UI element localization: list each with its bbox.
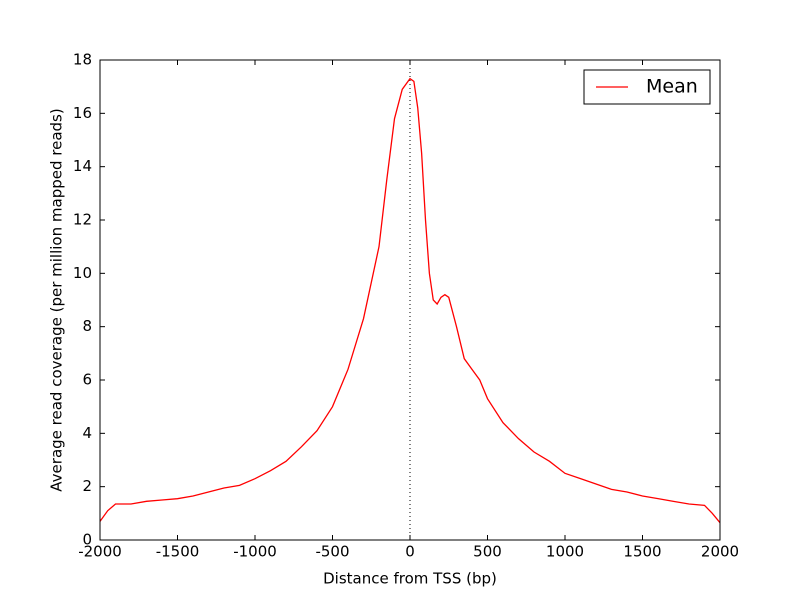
y-tick-label: 18 bbox=[73, 51, 92, 69]
y-tick-label: 10 bbox=[73, 264, 92, 282]
legend-label: Mean bbox=[646, 76, 698, 98]
y-tick-label: 14 bbox=[73, 157, 92, 175]
y-tick-label: 2 bbox=[82, 477, 92, 495]
x-tick-label: -500 bbox=[315, 543, 349, 561]
x-tick-label: 0 bbox=[405, 543, 415, 561]
y-tick-label: 12 bbox=[73, 211, 92, 229]
x-tick-label: -2000 bbox=[78, 543, 122, 561]
x-tick-label: 1000 bbox=[546, 543, 584, 561]
x-tick-label: -1500 bbox=[156, 543, 200, 561]
x-tick-label: 500 bbox=[473, 543, 502, 561]
x-tick-label: -1000 bbox=[233, 543, 277, 561]
y-tick-label: 8 bbox=[82, 317, 92, 335]
y-tick-label: 16 bbox=[73, 104, 92, 122]
x-tick-label: 2000 bbox=[701, 543, 739, 561]
y-tick-label: 0 bbox=[82, 531, 92, 549]
x-tick-label: 1500 bbox=[623, 543, 661, 561]
plot-frame bbox=[99, 59, 721, 541]
y-axis-label: Average read coverage (per million mappe… bbox=[48, 108, 66, 491]
data-line bbox=[99, 77, 721, 524]
y-tick-label: 6 bbox=[82, 371, 92, 389]
y-tick-label: 4 bbox=[82, 424, 92, 442]
x-axis-label: Distance from TSS (bp) bbox=[323, 570, 497, 588]
